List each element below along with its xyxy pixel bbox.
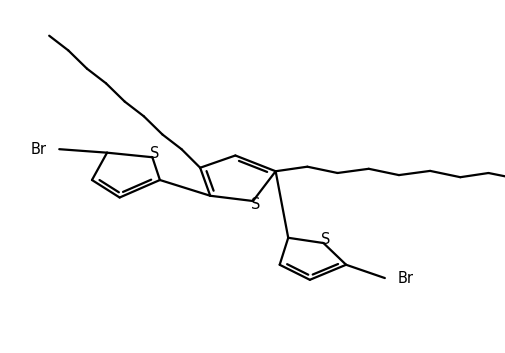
Text: S: S: [321, 232, 330, 247]
Text: Br: Br: [396, 270, 413, 286]
Text: S: S: [150, 146, 159, 161]
Text: Br: Br: [31, 142, 46, 157]
Text: S: S: [250, 197, 260, 212]
